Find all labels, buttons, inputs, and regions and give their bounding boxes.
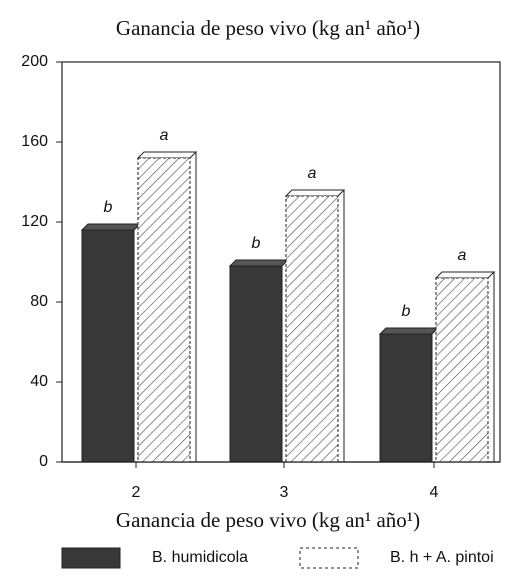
y-tick-label: 40: [30, 373, 48, 390]
significance-letter: b: [104, 199, 113, 216]
bar-top: [228, 259, 290, 267]
significance-letter: b: [252, 235, 261, 252]
bar: [379, 333, 433, 463]
y-tick-label: 200: [21, 53, 48, 70]
bar-top: [136, 151, 198, 159]
significance-letter: b: [402, 303, 411, 320]
legend-label: B. h + A. pintoi: [390, 549, 494, 566]
legend-label: B. humidicola: [152, 549, 248, 566]
significance-letter: a: [308, 165, 317, 182]
y-tick-label: 0: [39, 453, 48, 470]
bar-top: [80, 223, 142, 231]
significance-letter: a: [160, 127, 169, 144]
bar: [285, 195, 339, 463]
bar: [137, 157, 191, 463]
bar-top: [434, 271, 496, 279]
x-axis-label: Ganancia de peso vivo (kg an¹ año¹): [116, 508, 420, 532]
legend-swatch: [299, 547, 359, 569]
y-tick-label: 80: [30, 293, 48, 310]
x-tick-label: 3: [280, 484, 289, 501]
legend-swatch: [61, 547, 121, 569]
bar-top: [378, 327, 440, 335]
x-tick-label: 4: [430, 484, 439, 501]
bar-top: [284, 189, 346, 197]
significance-letter: a: [458, 247, 467, 264]
y-tick-label: 120: [21, 213, 48, 230]
bar: [229, 265, 283, 463]
y-tick-label: 160: [21, 133, 48, 150]
x-tick-label: 2: [132, 484, 141, 501]
chart-title: Ganancia de peso vivo (kg an¹ año¹): [116, 16, 420, 40]
bar: [81, 229, 135, 463]
bar: [435, 277, 489, 463]
